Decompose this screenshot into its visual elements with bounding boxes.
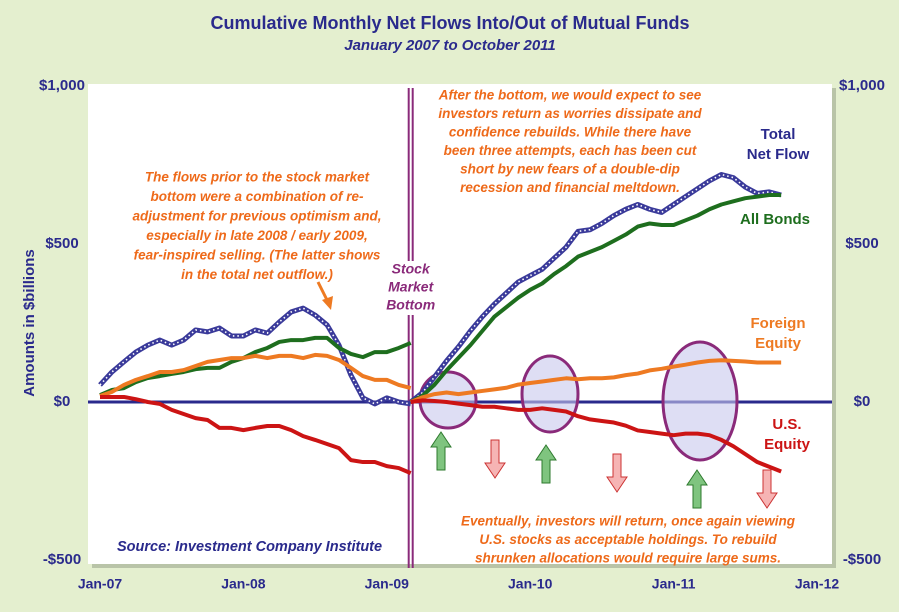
y-tick-label: -$500	[43, 551, 81, 568]
down-arrow	[484, 439, 506, 479]
series-line	[99, 335, 412, 397]
series-label-line: Equity	[755, 335, 801, 352]
annotation: short by new fears of a double-dip	[460, 162, 680, 177]
series-label-line: Equity	[764, 436, 810, 453]
x-tick-label: Jan-08	[221, 576, 266, 592]
series-line	[100, 394, 412, 475]
series-line	[99, 352, 412, 398]
annotation: bottom were a combination of re-	[150, 189, 364, 204]
series-label-line: Total	[761, 126, 796, 143]
series-label: Foreign Equity	[751, 315, 806, 352]
series-line-dots	[99, 307, 411, 405]
annotation: shrunken allocations would require large…	[475, 551, 781, 566]
y-tick-label: $0	[54, 393, 71, 410]
annotation: U.S. stocks as acceptable holdings. To r…	[479, 532, 777, 547]
label-bg	[380, 261, 441, 279]
chart-subtitle: January 2007 to October 2011	[344, 37, 556, 54]
y2-tick-label: $1,000	[839, 77, 885, 94]
annotation: especially in late 2008 / early 2009,	[146, 228, 367, 243]
series-label-line: Net Flow	[747, 146, 810, 163]
annotation: The flows prior to the stock market	[145, 170, 370, 185]
x-tick-label: Jan-09	[365, 576, 410, 592]
annotation: After the bottom, we would expect to see	[438, 88, 702, 103]
series-line	[409, 358, 782, 404]
y2-tick-label: $0	[854, 393, 871, 410]
ellipse	[661, 340, 739, 462]
series-label: U.S. Equity	[764, 416, 810, 453]
series-label-line: Foreign	[751, 315, 806, 332]
series-label-line: U.S.	[772, 416, 801, 433]
annotation: Stock	[392, 261, 431, 277]
series-label: Total Net Flow	[747, 126, 810, 163]
series-line	[409, 193, 782, 404]
annotation: confidence rebuilds. While there have	[449, 125, 692, 140]
x-tick-label: Jan-10	[508, 576, 553, 592]
up-arrow	[686, 469, 708, 509]
up-arrow	[430, 431, 452, 471]
annotation: investors return as worries dissipate an…	[438, 106, 702, 121]
annotation: Eventually, investors will return, once …	[461, 514, 796, 529]
annotation: fear-inspired selling. (The latter shows	[134, 248, 381, 263]
ellipse	[520, 354, 580, 434]
down-arrow	[606, 453, 628, 493]
y-axis-label: Amounts in $billions	[21, 249, 38, 397]
x-tick-label: Jan-07	[78, 576, 123, 592]
series-label: All Bonds	[740, 211, 810, 228]
y2-tick-label: -$500	[843, 551, 881, 568]
up-arrow	[535, 444, 557, 484]
down-arrow	[756, 469, 778, 509]
source: Source: Investment Company Institute	[117, 539, 382, 555]
annotation: Bottom	[386, 297, 435, 313]
x-tick-label: Jan-12	[795, 576, 840, 592]
label-bg	[380, 297, 441, 315]
annotation: adjustment for previous optimism and,	[132, 209, 381, 224]
series-line	[410, 398, 782, 474]
plot-area	[88, 84, 832, 564]
y-tick-label: $500	[45, 235, 78, 252]
pointer-arrow-head	[322, 296, 333, 310]
y2-tick-label: $500	[845, 235, 878, 252]
annotation: been three attempts, each has been cut	[444, 143, 697, 158]
label-bg	[380, 279, 441, 297]
series-line-dots	[410, 173, 782, 403]
y-tick-label: $1,000	[39, 77, 85, 94]
annotation: in the total net outflow.)	[181, 267, 333, 282]
annotation: Market	[388, 279, 434, 295]
annotation: recession and financial meltdown.	[460, 180, 680, 195]
x-tick-label: Jan-11	[652, 576, 696, 592]
chart-title: Cumulative Monthly Net Flows Into/Out of…	[211, 13, 690, 33]
